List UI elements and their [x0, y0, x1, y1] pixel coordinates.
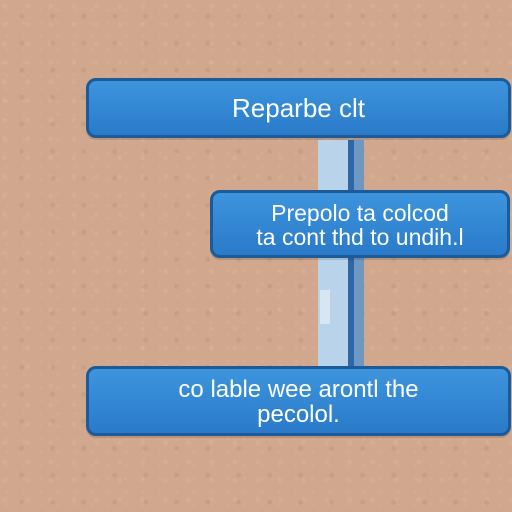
middle-box-line-2: ta cont thd to undih.l	[256, 224, 464, 251]
bottom-box-line-2: pecolol.	[257, 401, 340, 429]
middle-box: Prepolo ta colcod ta cont thd to undih.l	[210, 190, 510, 258]
top-box: Reparbe clt	[86, 78, 511, 138]
connector-notch	[320, 290, 330, 324]
bottom-box: co lable wee arontl the pecolol.	[86, 366, 511, 436]
bottom-box-line-1: co lable wee arontl the	[178, 376, 419, 403]
top-box-text: Reparbe clt	[232, 93, 365, 123]
middle-box-line-1: Prepolo ta colcod	[271, 200, 449, 226]
